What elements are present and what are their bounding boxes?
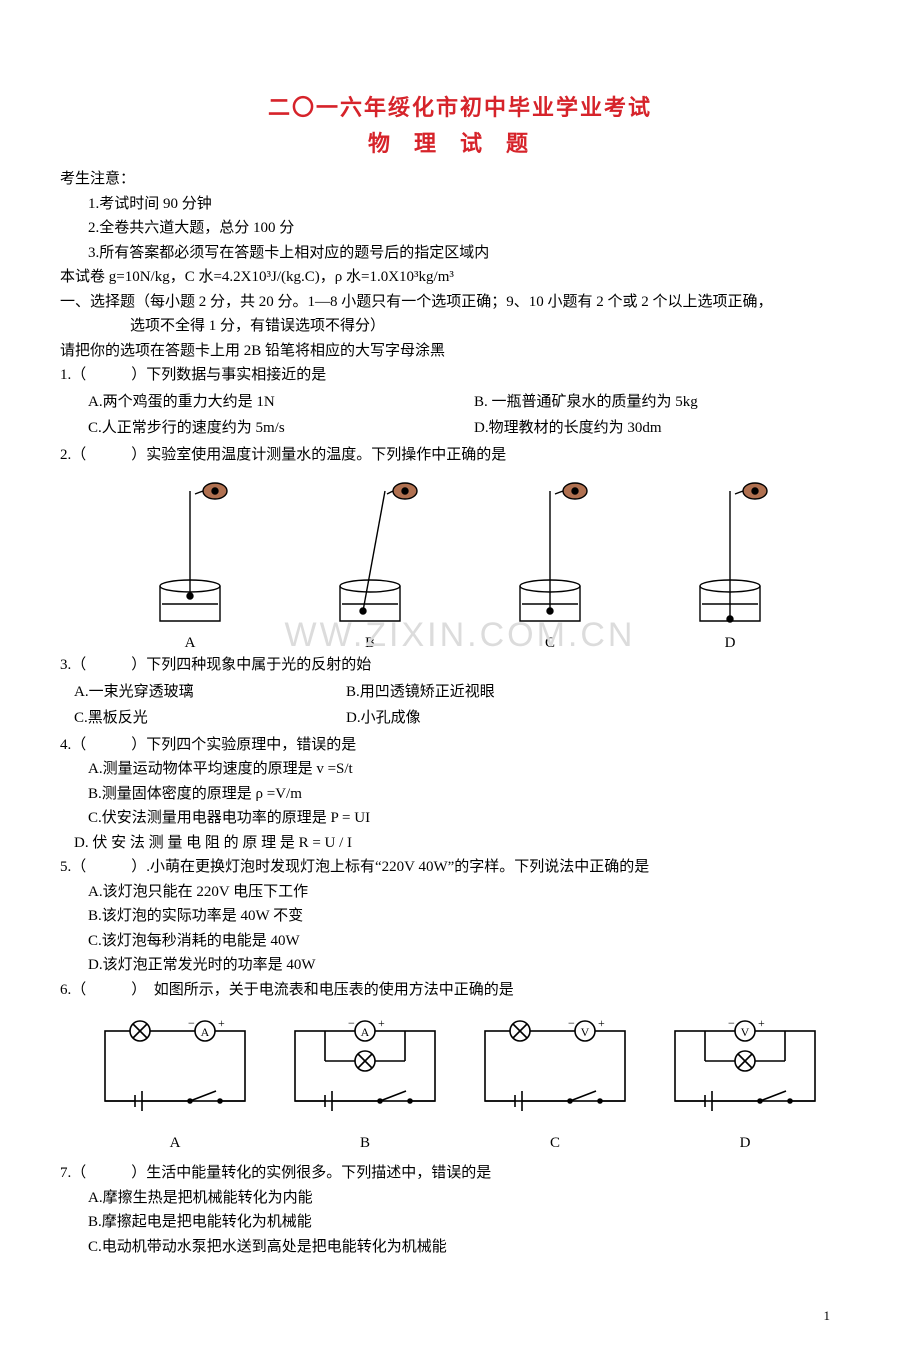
section-header-cont: 选项不全得 1 分，有错误选项不得分）	[60, 315, 860, 338]
q6-fig-D: V − + D	[660, 1011, 830, 1152]
svg-text:−: −	[348, 1016, 355, 1030]
thermometer-icon	[495, 476, 605, 631]
svg-text:−: −	[728, 1016, 735, 1030]
q6-label-A: A	[170, 1135, 181, 1152]
circuit-icon: A − +	[90, 1011, 260, 1131]
thermometer-icon	[315, 476, 425, 631]
svg-text:−: −	[568, 1016, 575, 1030]
q2-label-A: A	[185, 635, 196, 652]
q5-optA: A.该灯泡只能在 220V 电压下工作	[60, 881, 860, 904]
q7-optA: A.摩擦生热是把机械能转化为内能	[60, 1187, 860, 1210]
q4-optA: A.测量运动物体平均速度的原理是 v =S/t	[60, 758, 860, 781]
q1-stem: 1.（ ）下列数据与事实相接近的是	[60, 364, 860, 387]
circuit-icon: V − +	[660, 1011, 830, 1131]
page-number: 1	[60, 1308, 860, 1324]
q5-stem: 5.（ ）.小萌在更换灯泡时发现灯泡上标有“220V 40W”的字样。下列说法中…	[60, 856, 860, 879]
q2-fig-D: D	[655, 476, 805, 652]
svg-text:A: A	[201, 1025, 210, 1039]
q1-optA: A.两个鸡蛋的重力大约是 1N	[60, 391, 474, 414]
svg-text:+: +	[218, 1016, 225, 1030]
notice-item: 1.考试时间 90 分钟	[60, 193, 860, 216]
q2-fig-A: A	[115, 476, 265, 652]
q1-optC: C.人正常步行的速度约为 5m/s	[60, 417, 474, 440]
q4-optD: D. 伏 安 法 测 量 电 阻 的 原 理 是 R = U / I	[60, 832, 860, 855]
section-header: 一、选择题（每小题 2 分，共 20 分。1—8 小题只有一个选项正确；9、10…	[60, 291, 860, 314]
svg-text:V: V	[581, 1025, 590, 1039]
svg-text:+: +	[598, 1016, 605, 1030]
circuit-icon: V − +	[470, 1011, 640, 1131]
thermometer-icon	[675, 476, 785, 631]
q7-optB: B.摩擦起电是把电能转化为机械能	[60, 1211, 860, 1234]
q6-fig-B: A − + B	[280, 1011, 450, 1152]
q1-optD: D.物理教材的长度约为 30dm	[474, 417, 860, 440]
q3-optC: C.黑板反光	[60, 707, 346, 730]
q2-diagram-row: WW.ZIXIN.COM.CN A	[100, 476, 820, 652]
q3-stem: 3.（ ）下列四种现象中属于光的反射的始	[60, 654, 860, 677]
q1-optB: B. 一瓶普通矿泉水的质量约为 5kg	[474, 391, 860, 414]
exam-page: 二〇一六年绥化市初中毕业学业考试 物理试题 考生注意： 1.考试时间 90 分钟…	[0, 0, 920, 1364]
notice-item: 3.所有答案都必须写在答题卡上相对应的题号后的指定区域内	[60, 242, 860, 265]
section-instruction: 请把你的选项在答题卡上用 2B 铅笔将相应的大写字母涂黑	[60, 340, 860, 363]
q6-fig-A: A − + A	[90, 1011, 260, 1152]
section1-header-text: 一、选择题（每小题 2 分，共 20 分。1—8 小题只有一个选项正确；9、10…	[60, 294, 773, 310]
q5-optC: C.该灯泡每秒消耗的电能是 40W	[60, 930, 860, 953]
q6-diagram-row: A − + A	[80, 1011, 840, 1152]
svg-text:+: +	[758, 1016, 765, 1030]
q3-optD: D.小孔成像	[346, 707, 746, 730]
q2-fig-C: C	[475, 476, 625, 652]
notice-item: 2.全卷共六道大题，总分 100 分	[60, 217, 860, 240]
svg-text:A: A	[361, 1025, 370, 1039]
q4-optC: C.伏安法测量用电器电功率的原理是 P = UI	[60, 807, 860, 830]
notice-header: 考生注意：	[60, 168, 860, 191]
svg-text:−: −	[188, 1016, 195, 1030]
q4-stem: 4.（ ）下列四个实验原理中，错误的是	[60, 734, 860, 757]
q2-stem: 2.（ ）实验室使用温度计测量水的温度。下列操作中正确的是	[60, 444, 860, 467]
svg-text:V: V	[741, 1025, 750, 1039]
q6-fig-C: V − + C	[470, 1011, 640, 1152]
q2-label-D: D	[725, 635, 736, 652]
svg-text:+: +	[378, 1016, 385, 1030]
q2-label-B: B	[365, 635, 375, 652]
q5-optD: D.该灯泡正常发光时的功率是 40W	[60, 954, 860, 977]
q3-optA: A.一束光穿透玻璃	[60, 681, 346, 704]
q4-optB: B.测量固体密度的原理是 ρ =V/m	[60, 783, 860, 806]
constants-line: 本试卷 g=10N/kg，C 水=4.2X10³J/(kg.C)，ρ 水=1.0…	[60, 266, 860, 289]
q2-label-C: C	[545, 635, 555, 652]
q6-label-D: D	[740, 1135, 751, 1152]
page-title-line2: 物理试题	[60, 126, 860, 158]
page-title-line1: 二〇一六年绥化市初中毕业学业考试	[60, 90, 860, 122]
q7-stem: 7.（ ）生活中能量转化的实例很多。下列描述中，错误的是	[60, 1162, 860, 1185]
q2-fig-B: B	[295, 476, 445, 652]
q7-optC: C.电动机带动水泵把水送到高处是把电能转化为机械能	[60, 1236, 860, 1259]
circuit-icon: A − +	[280, 1011, 450, 1131]
q6-stem: 6.（ ） 如图所示，关于电流表和电压表的使用方法中正确的是	[60, 979, 860, 1002]
thermometer-icon	[135, 476, 245, 631]
q3-optB: B.用凹透镜矫正近视眼	[346, 681, 746, 704]
q5-optB: B.该灯泡的实际功率是 40W 不变	[60, 905, 860, 928]
q6-label-B: B	[360, 1135, 370, 1152]
q6-label-C: C	[550, 1135, 560, 1152]
